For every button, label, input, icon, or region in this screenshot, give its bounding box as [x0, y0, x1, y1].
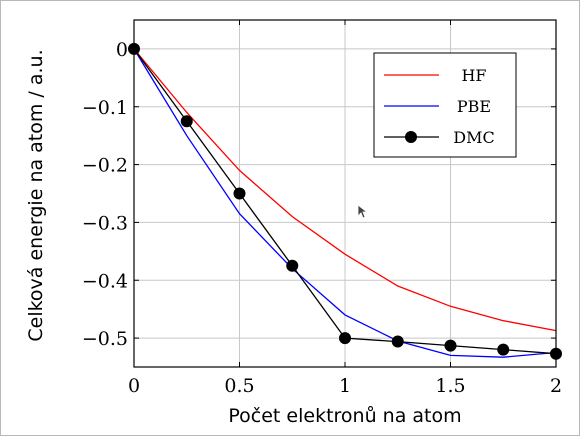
x-tick-label: 2 [550, 375, 562, 397]
y-tick-label: −0.3 [82, 212, 128, 234]
legend-label-hf: HF [461, 66, 486, 85]
series-line-hf [133, 48, 557, 332]
legend-label-dmc: DMC [453, 128, 494, 147]
data-point-dmc [180, 115, 193, 128]
legend-marker-dmc [405, 131, 417, 143]
y-tick-label: −0.2 [82, 155, 128, 177]
x-tick-label: 0 [128, 375, 140, 397]
ticks: 0 0.5 1 1.5 2 0 −0.1 −0.2 −0.3 −0.4 −0.5 [82, 20, 562, 397]
data-point-dmc [233, 187, 246, 200]
data-point-dmc [339, 332, 351, 345]
y-tick-label: −0.4 [82, 270, 128, 292]
data-point-dmc [497, 343, 510, 356]
x-tick-label: 1 [339, 375, 351, 397]
legend: HF PBE DMC [373, 52, 517, 158]
data-point-dmc [286, 259, 299, 272]
legend-label-pbe: PBE [457, 97, 491, 116]
y-axis-label: Celková energie na atom / a.u. [25, 49, 47, 341]
series-line-pbe [133, 48, 557, 358]
mouse-cursor-icon [357, 204, 369, 219]
y-tick-label: −0.5 [82, 328, 128, 350]
plot-area [133, 19, 557, 368]
data-point-dmc [444, 339, 457, 352]
series-layer [128, 42, 562, 360]
x-axis-label: Počet elektronů na atom [228, 405, 461, 427]
y-tick-label: −0.1 [82, 97, 128, 119]
y-tick-label: 0 [116, 39, 128, 61]
x-tick-label: 0.5 [224, 375, 254, 397]
x-tick-label: 1.5 [435, 375, 465, 397]
data-point-dmc [391, 335, 404, 348]
legend-box [373, 52, 517, 158]
